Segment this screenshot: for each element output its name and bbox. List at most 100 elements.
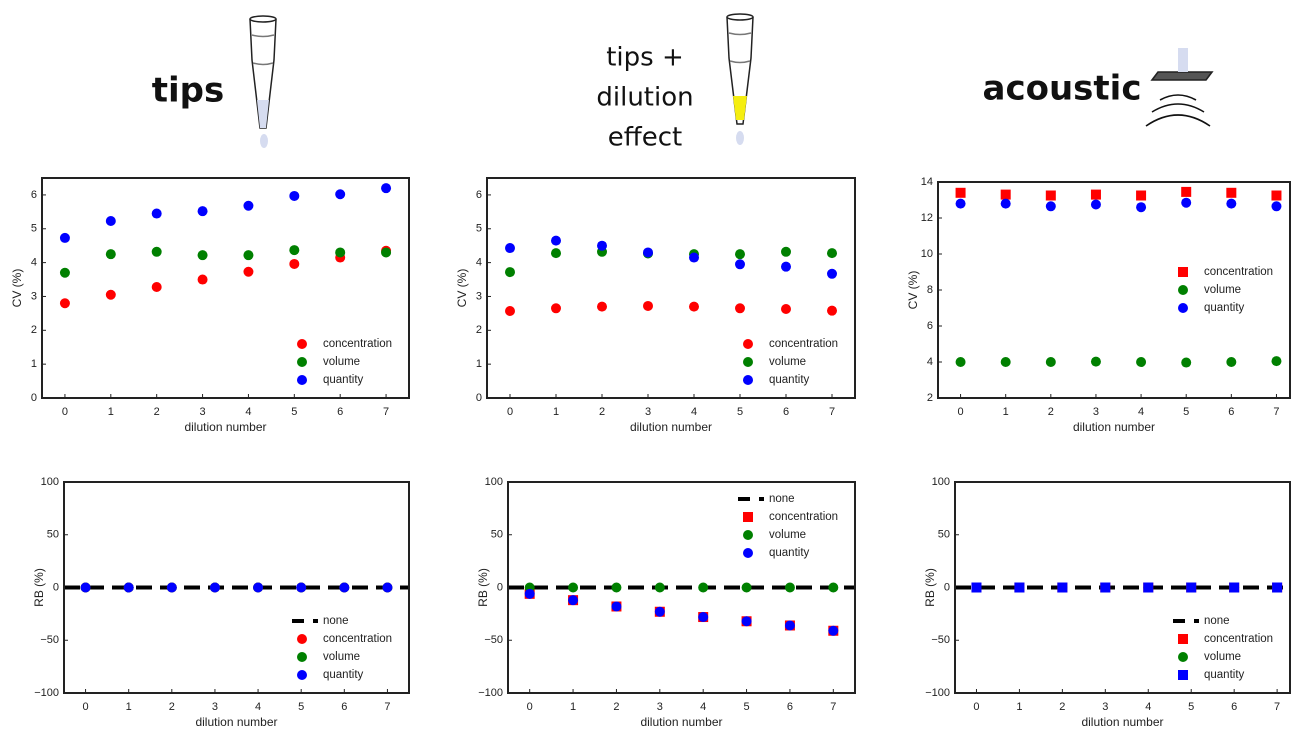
point: [735, 259, 745, 270]
point: [1100, 582, 1111, 593]
legend-label: quantity: [769, 374, 810, 386]
point: [551, 235, 561, 246]
point: [381, 247, 392, 258]
x-tick-label: 7: [384, 701, 390, 713]
x-axis-label: dilution number: [1081, 715, 1163, 729]
point: [1226, 198, 1237, 209]
point: [955, 198, 966, 209]
point: [524, 588, 535, 599]
y-tick-label: −100: [478, 687, 503, 699]
x-tick-label: 0: [83, 701, 89, 713]
point: [827, 248, 837, 259]
x-tick-label: 7: [1274, 701, 1280, 713]
y-tick-label: 3: [31, 290, 37, 302]
point: [1272, 582, 1283, 593]
point: [735, 303, 745, 314]
point: [1045, 201, 1056, 212]
legend-swatch: [743, 339, 753, 349]
legend-label: none: [769, 493, 795, 505]
y-tick-label: 6: [927, 320, 933, 332]
point: [611, 601, 622, 612]
x-tick-label: 1: [1003, 406, 1009, 418]
point: [741, 616, 752, 627]
legend-swatch: [743, 512, 753, 522]
point: [1045, 357, 1056, 367]
legend-swatch: [297, 634, 307, 644]
point: [151, 208, 162, 219]
point: [568, 582, 579, 593]
x-tick-label: 6: [337, 406, 343, 418]
point: [243, 200, 254, 211]
point: [643, 300, 653, 311]
plot-frame: [41, 177, 410, 399]
pipette-icon: [726, 13, 754, 145]
x-tick-label: 7: [829, 406, 835, 418]
x-tick-label: 7: [830, 701, 836, 713]
y-tick-label: 100: [41, 476, 59, 488]
point: [253, 582, 264, 593]
legend-swatch: [1178, 652, 1188, 662]
point: [1014, 582, 1025, 593]
y-tick-label: 50: [938, 529, 950, 541]
panel-title: tips: [152, 71, 224, 111]
y-tick-label: 3: [476, 290, 482, 302]
y-tick-label: −50: [40, 634, 59, 646]
point: [1271, 356, 1282, 367]
legend-swatch: [297, 670, 307, 680]
point: [784, 582, 795, 593]
point: [1181, 197, 1192, 208]
x-tick-label: 4: [1145, 701, 1151, 713]
y-tick-label: 0: [944, 581, 950, 593]
x-tick-label: 3: [657, 701, 663, 713]
x-axis-label: dilution number: [184, 420, 266, 434]
point: [296, 582, 307, 593]
point: [551, 303, 561, 314]
x-tick-label: 7: [1273, 406, 1279, 418]
x-tick-label: 6: [1228, 406, 1234, 418]
x-tick-label: 2: [613, 701, 619, 713]
legend-label: quantity: [323, 374, 364, 386]
pipette-icon: [249, 15, 277, 148]
x-axis-label: dilution number: [1073, 420, 1155, 434]
x-tick-label: 4: [700, 701, 706, 713]
panel-title: effect: [608, 123, 682, 153]
x-axis-label: dilution number: [640, 715, 722, 729]
point: [505, 267, 515, 278]
legend-swatch: [743, 530, 753, 540]
x-tick-label: 4: [1138, 406, 1144, 418]
point: [151, 281, 162, 292]
x-tick-label: 5: [298, 701, 304, 713]
point: [597, 240, 607, 251]
panel-title: tips +: [606, 43, 684, 73]
x-tick-label: 1: [126, 701, 132, 713]
y-tick-label: 4: [927, 356, 933, 368]
point: [1186, 582, 1197, 593]
point: [784, 620, 795, 631]
legend-label: concentration: [323, 338, 392, 350]
point: [505, 306, 515, 317]
y-tick-label: 0: [497, 581, 503, 593]
plot-frame: [954, 481, 1291, 694]
y-tick-label: 50: [491, 529, 503, 541]
y-tick-label: 5: [31, 223, 37, 235]
point: [1229, 582, 1240, 593]
x-tick-label: 1: [1016, 701, 1022, 713]
x-tick-label: 6: [341, 701, 347, 713]
y-tick-label: 12: [921, 212, 933, 224]
legend-label: volume: [769, 356, 806, 368]
legend-swatch: [297, 357, 307, 367]
y-axis-label: CV (%): [455, 269, 469, 308]
panel-title: dilution: [596, 83, 693, 113]
x-tick-label: 6: [783, 406, 789, 418]
point: [654, 606, 665, 617]
legend-label: concentration: [323, 633, 392, 645]
legend-label: concentration: [1204, 266, 1273, 278]
legend-label: concentration: [769, 338, 838, 350]
legend-label: quantity: [769, 547, 810, 559]
point: [689, 301, 699, 312]
legend-swatch: [297, 339, 307, 349]
point: [1181, 357, 1192, 368]
y-tick-label: −50: [931, 634, 950, 646]
point: [1136, 202, 1147, 213]
